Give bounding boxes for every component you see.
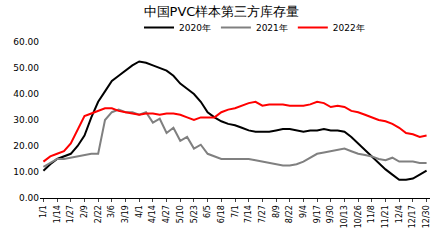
svg-text:50.00: 50.00 [13,63,39,73]
svg-text:2022年: 2022年 [333,23,365,33]
svg-text:9/17: 9/17 [313,205,322,223]
svg-text:2021年: 2021年 [256,23,288,33]
svg-text:2/22: 2/22 [94,205,103,223]
svg-text:12/30: 12/30 [422,205,431,228]
svg-text:40.00: 40.00 [13,89,39,99]
svg-text:1/1: 1/1 [39,205,48,218]
svg-text:60.00: 60.00 [13,37,39,47]
svg-text:11/8: 11/8 [367,205,376,223]
svg-text:12/4: 12/4 [395,205,404,223]
svg-text:7/27: 7/27 [258,205,267,223]
svg-text:中国PVC样本第三方库存量: 中国PVC样本第三方库存量 [144,4,300,19]
svg-text:2020年: 2020年 [179,23,211,33]
svg-text:6/5: 6/5 [203,205,212,218]
svg-text:3/6: 3/6 [107,205,116,218]
svg-text:4/27: 4/27 [162,205,171,223]
svg-text:10/13: 10/13 [340,205,349,228]
svg-text:4/1: 4/1 [135,205,144,218]
svg-text:4/14: 4/14 [148,205,157,223]
svg-text:7/14: 7/14 [244,205,253,223]
svg-text:9/30: 9/30 [326,205,335,223]
svg-text:5/23: 5/23 [190,205,199,223]
svg-text:8/22: 8/22 [285,205,294,223]
svg-text:1/14: 1/14 [53,205,62,223]
svg-text:2/9: 2/9 [80,205,89,218]
svg-text:8/9: 8/9 [272,205,281,218]
svg-text:6/18: 6/18 [217,205,226,223]
svg-text:3/19: 3/19 [121,205,130,223]
svg-text:0.00: 0.00 [19,193,39,203]
svg-text:5/10: 5/10 [176,205,185,223]
svg-text:20.00: 20.00 [13,141,39,151]
svg-text:1/27: 1/27 [66,205,75,223]
svg-text:11/21: 11/21 [381,205,390,228]
svg-text:9/4: 9/4 [299,205,308,218]
svg-text:12/17: 12/17 [408,205,417,228]
svg-text:10/26: 10/26 [354,205,363,228]
svg-text:7/1: 7/1 [231,205,240,218]
svg-text:30.00: 30.00 [13,115,39,125]
svg-text:10.00: 10.00 [13,167,39,177]
